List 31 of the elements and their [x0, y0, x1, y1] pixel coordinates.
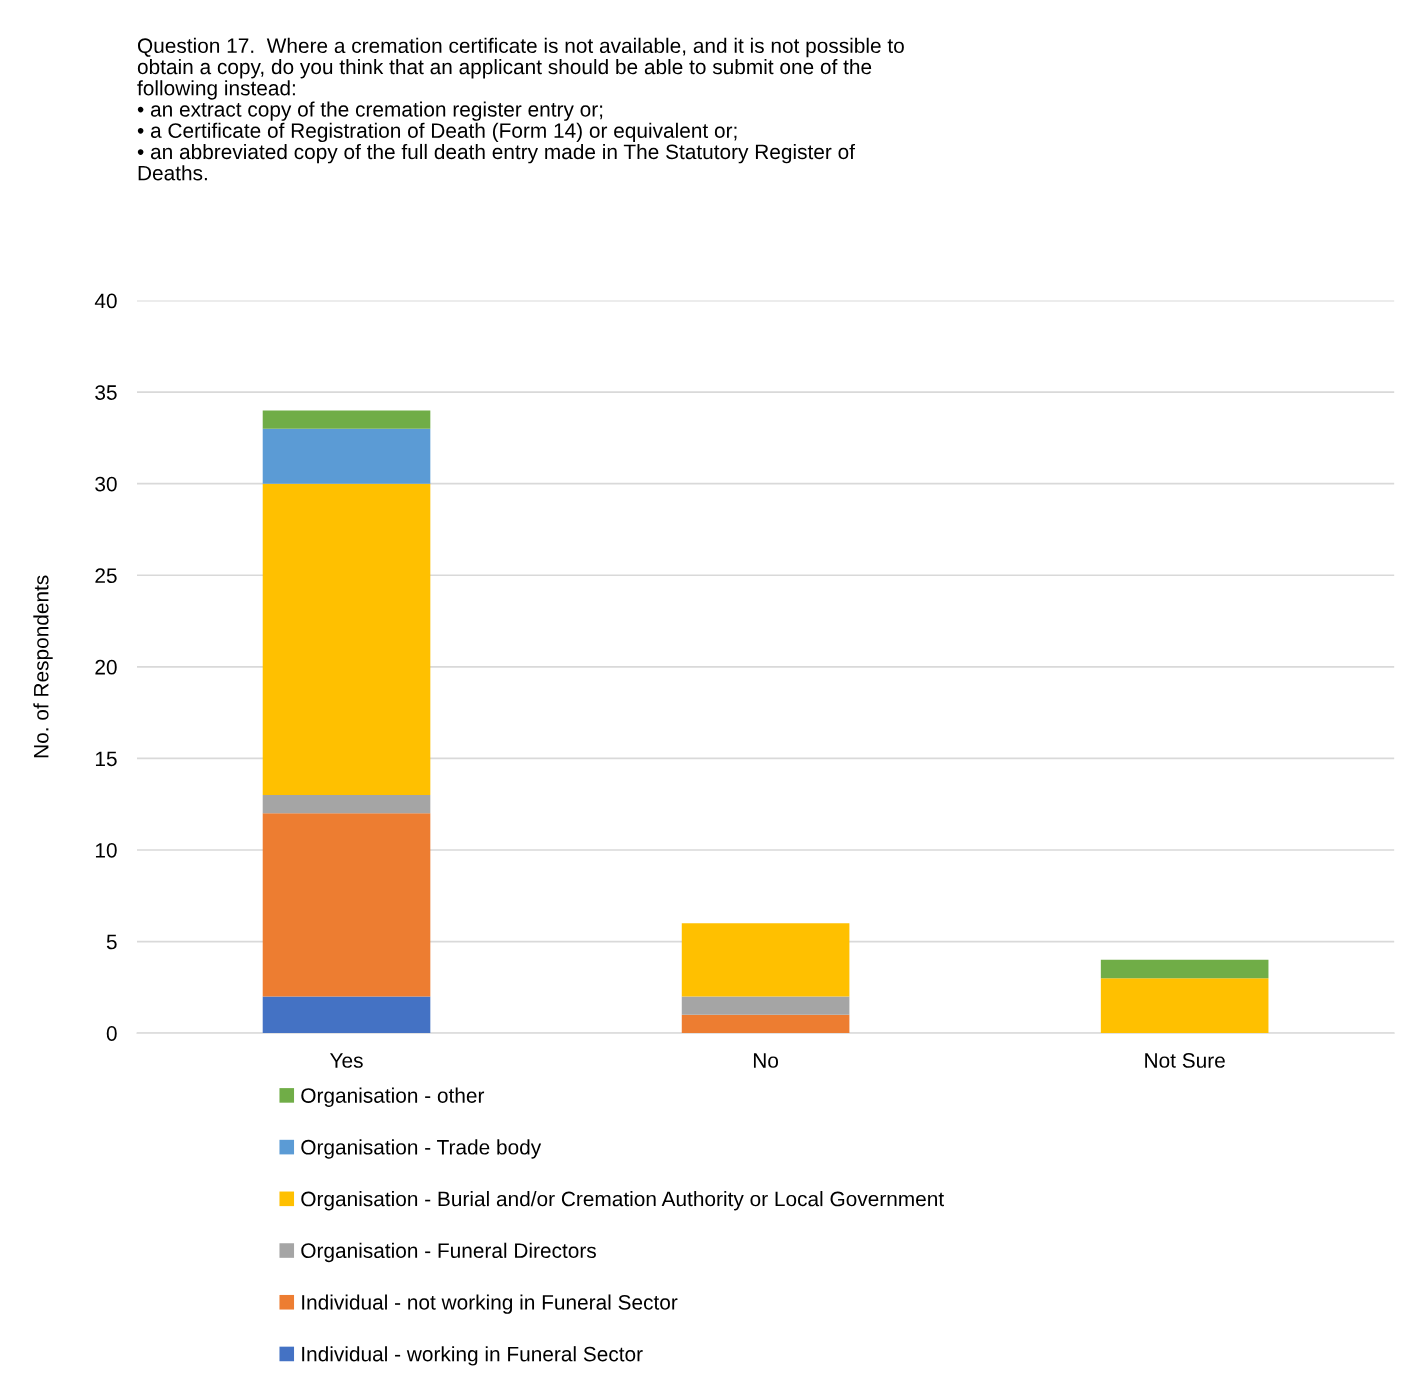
y-tick-label: 15 [95, 751, 117, 767]
y-tick-label: 40 [94, 293, 117, 309]
bar [262, 813, 431, 997]
legend-label: Individual - working in Funeral Sector [302, 1346, 643, 1366]
bar [681, 996, 850, 1015]
y-tick-label: 0 [106, 1026, 117, 1041]
legend-label: Organisation - Trade body [301, 1139, 542, 1159]
y-tick-label: 10 [95, 842, 117, 858]
bar [262, 483, 431, 796]
chart-title: Question 17. Where a cremation certificate is not available, and it is not possible to obtain a copy, do you think that an applicant should be able to submit one of the following instead: • an extract copy of the cremation register entry or; • a Certificate of Registration of Death (Form 14) or equivalent or; • an abbreviated copy of the full death entry made in The Statutory Register of Deaths. [137, 37, 904, 181]
bar [681, 923, 850, 997]
y-tick-label: 30 [95, 476, 117, 492]
legend-label: Organisation - other [301, 1087, 485, 1108]
x-tick-label: No [753, 1053, 779, 1068]
legend-label: Organisation - Funeral Directors [301, 1242, 596, 1263]
y-tick-label: 35 [95, 385, 117, 400]
x-tick-label: Yes [329, 1053, 363, 1068]
legend-label: Individual - not working in Funeral Sector [302, 1294, 678, 1314]
bar [1100, 978, 1269, 1034]
bar [262, 410, 431, 429]
bar [681, 1014, 850, 1034]
bar [262, 428, 431, 484]
x-tick-label: Not Sure [1145, 1053, 1225, 1068]
y-tick-label: 25 [95, 568, 117, 584]
y-tick-label: 5 [106, 934, 117, 950]
bar [262, 795, 431, 814]
legend-label: Organisation - Burial and/or Cremation Authority or Local Government [301, 1191, 944, 1211]
bar [1100, 959, 1269, 979]
y-axis-title: No. of Respondents [33, 575, 53, 758]
bar [262, 996, 431, 1034]
y-tick-label: 20 [95, 659, 117, 675]
